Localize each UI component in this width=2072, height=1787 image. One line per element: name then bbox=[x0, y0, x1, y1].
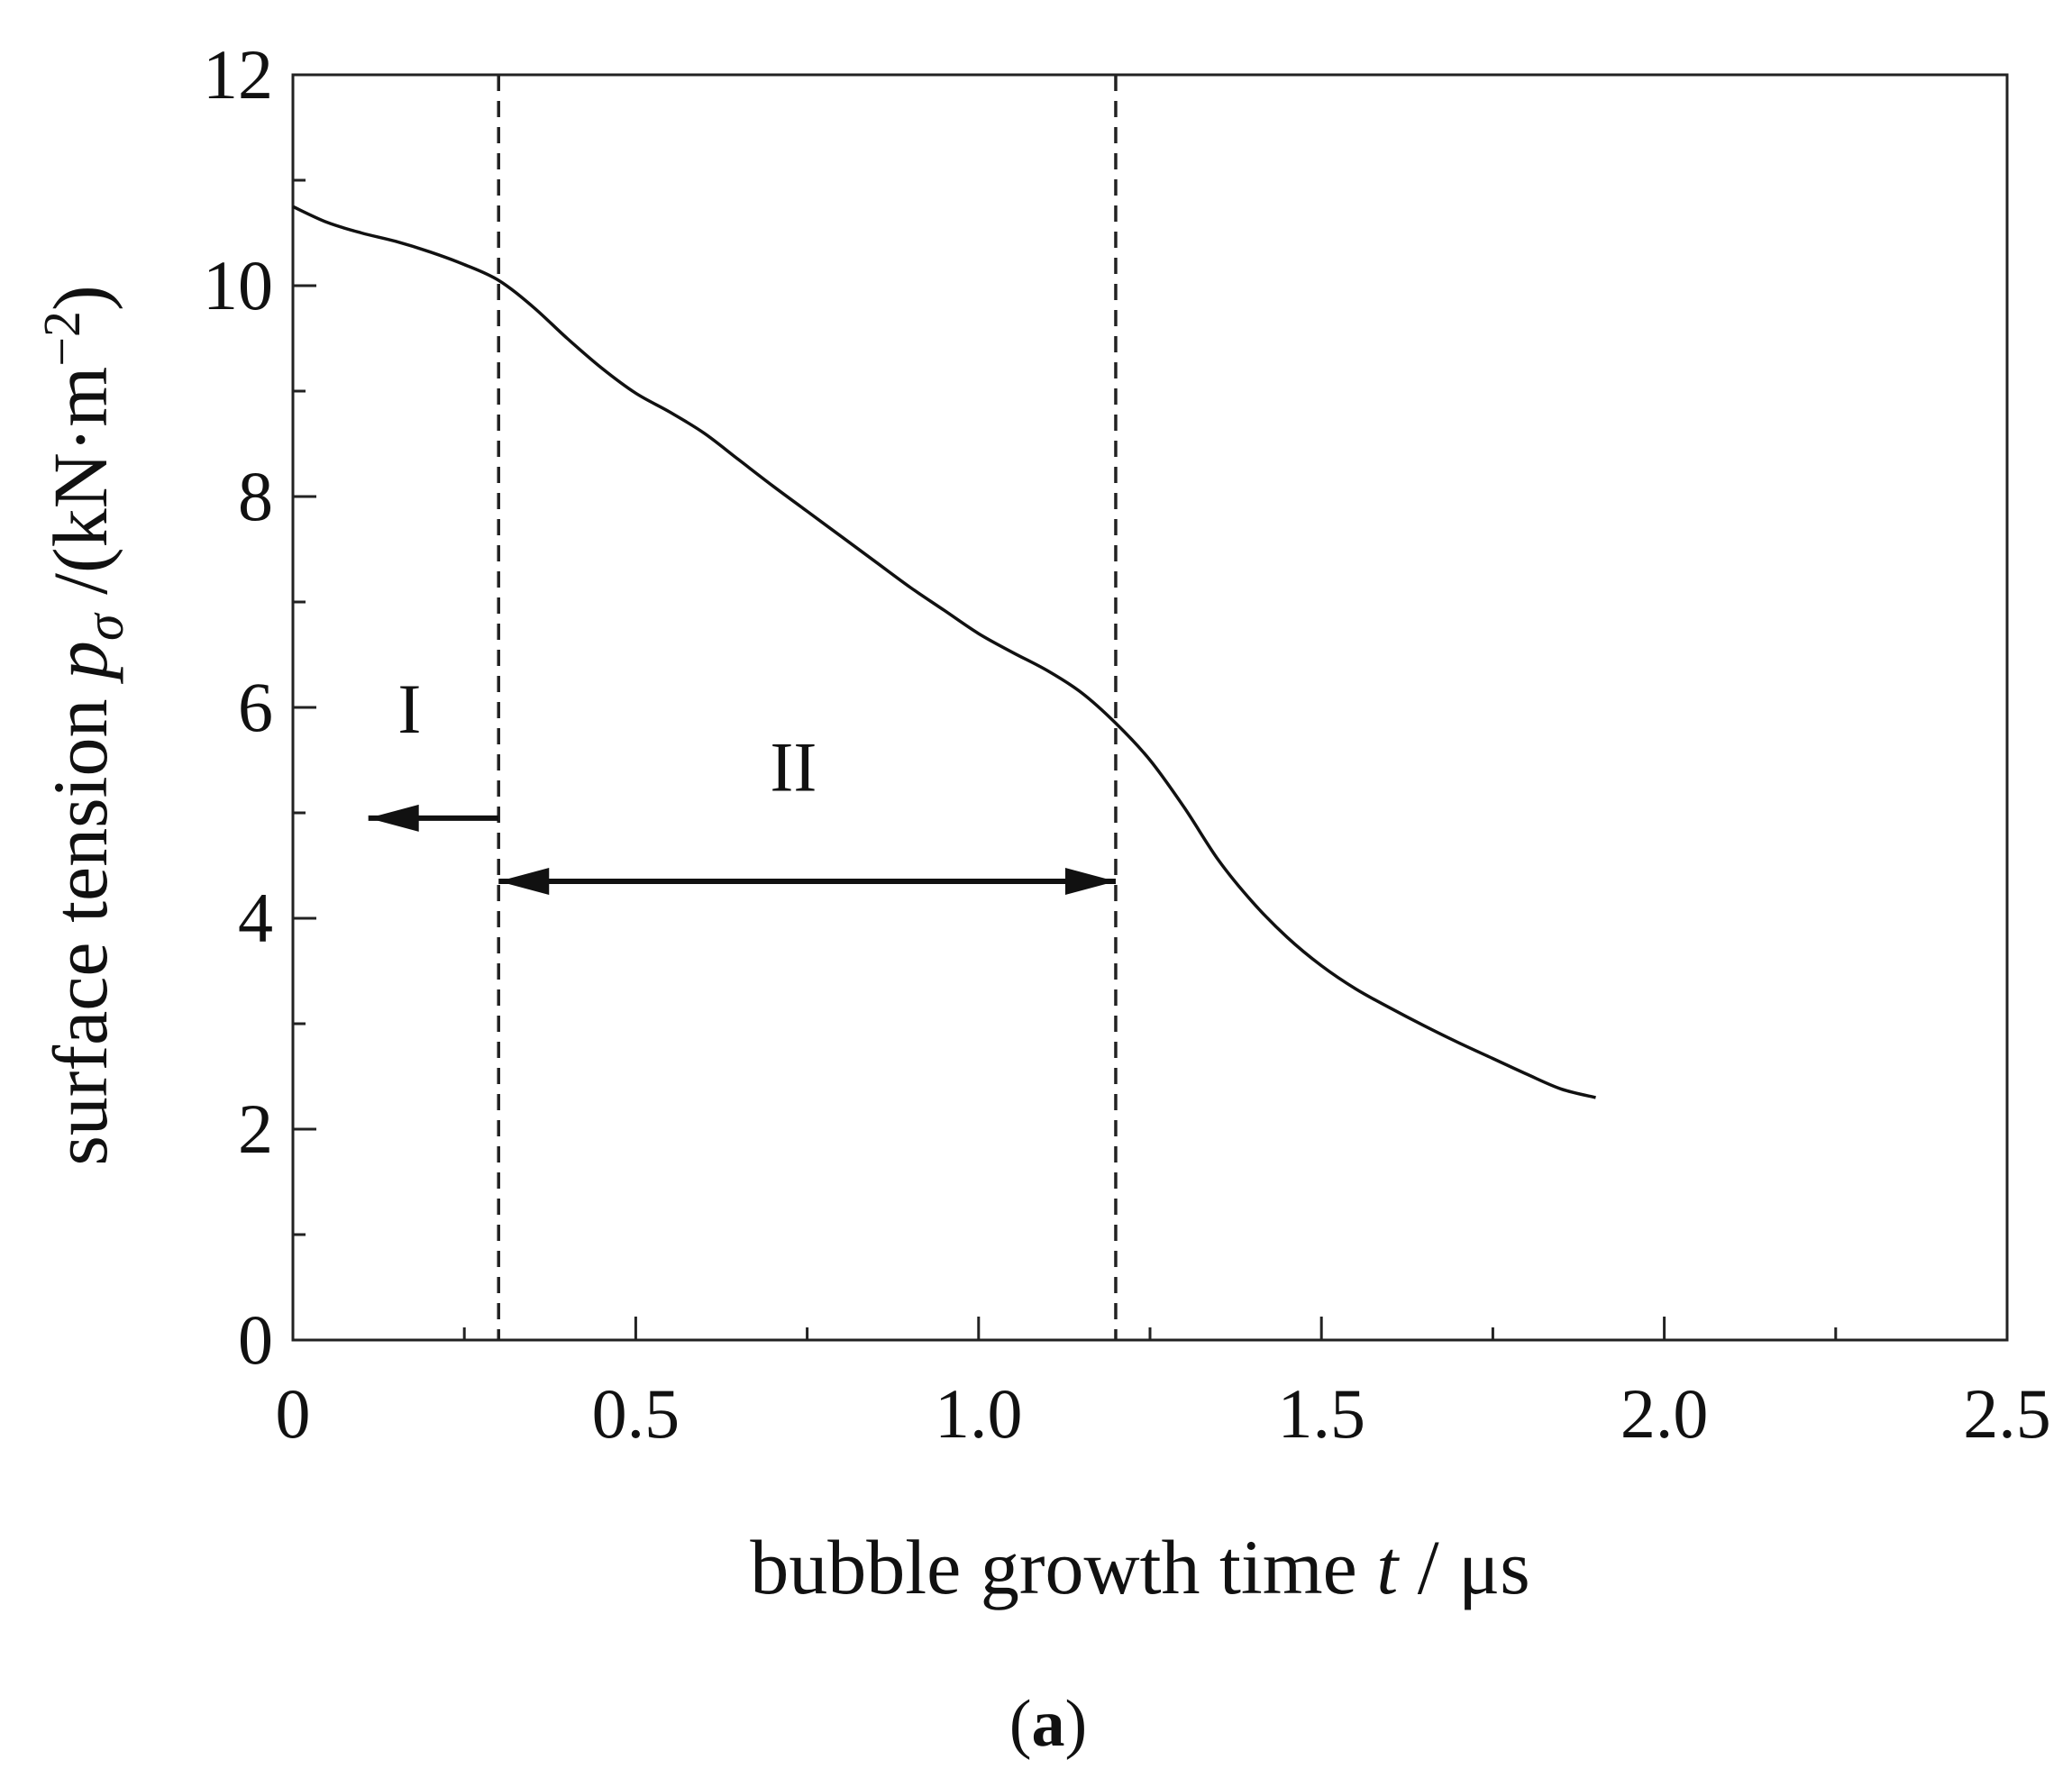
y-axis-title-var: p bbox=[37, 641, 123, 685]
x-tick-label: 2.5 bbox=[1963, 1374, 2051, 1453]
y-axis-title-unit-exp: −2 bbox=[32, 311, 91, 367]
panel-caption: (a) bbox=[1009, 1687, 1087, 1761]
region-label-1: I bbox=[397, 670, 421, 748]
region-boundaries bbox=[497, 75, 1118, 1340]
y-tick-label: 2 bbox=[238, 1090, 273, 1168]
region-label-2: II bbox=[770, 727, 817, 806]
panel-caption-close: ) bbox=[1065, 1687, 1088, 1761]
series-group bbox=[292, 205, 1596, 1099]
panel-caption-letter: a bbox=[1032, 1687, 1065, 1761]
plot-frame bbox=[291, 73, 2009, 1342]
y-axis-title-sub: σ bbox=[75, 612, 134, 641]
y-tick-label: 6 bbox=[238, 668, 273, 746]
x-axis-title-unit: / μs bbox=[1398, 1524, 1529, 1610]
series-line bbox=[292, 205, 1596, 1099]
region-annotations: III bbox=[368, 670, 1116, 896]
y-axis-title: surface tension pσ /(kN·m−2) bbox=[32, 285, 134, 1165]
x-axis-title-prefix: bubble growth time bbox=[750, 1524, 1376, 1610]
y-tick-label: 4 bbox=[238, 879, 273, 957]
y-tick-label: 8 bbox=[238, 457, 273, 535]
x-tick-label: 1.5 bbox=[1277, 1374, 1365, 1453]
x-tick-label: 1.0 bbox=[935, 1374, 1023, 1453]
panel-caption-open: ( bbox=[1009, 1687, 1032, 1761]
y-axis-ticks: 0 2 4 6 8 10 12 bbox=[203, 35, 316, 1379]
arrow-head bbox=[498, 868, 550, 896]
arrow-head bbox=[1064, 868, 1116, 896]
arrow-head bbox=[368, 804, 419, 832]
x-tick-label: 2.0 bbox=[1620, 1374, 1709, 1453]
x-tick-label: 0.5 bbox=[592, 1374, 680, 1453]
x-tick-label: 0 bbox=[276, 1374, 311, 1453]
y-tick-label: 10 bbox=[203, 246, 273, 324]
x-axis-ticks: 0 0.5 1.0 1.5 2.0 2.5 bbox=[276, 1317, 2051, 1453]
y-axis-title-prefix: surface tension bbox=[37, 679, 123, 1166]
y-axis-title-unit-pre: /(kN·m bbox=[37, 367, 123, 615]
x-axis-title-var: t bbox=[1376, 1524, 1400, 1610]
x-axis-title: bubble growth time t / μs bbox=[750, 1524, 1529, 1610]
y-axis-title-unit-post: ) bbox=[37, 285, 123, 311]
y-tick-label: 0 bbox=[238, 1300, 273, 1379]
y-tick-label: 12 bbox=[203, 35, 273, 114]
